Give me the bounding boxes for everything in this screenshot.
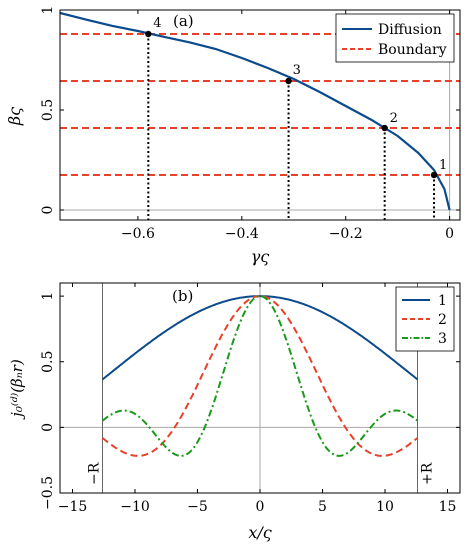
b-x-axis-label: x/ς — [248, 523, 271, 542]
b-series-line-2 — [101, 295, 419, 457]
a-point-label-2: 2 — [390, 111, 398, 126]
b-x-tick-label: 15 — [439, 499, 457, 515]
a-legend: Diffusion Boundary — [335, 13, 455, 63]
b-y-tick-label: 1 — [40, 292, 56, 301]
b-series-line-1 — [101, 295, 419, 381]
b-axis-ticks: −15 −10 −5 0 5 10 15 −0.5 0 0.5 1 — [40, 283, 460, 515]
a-x-tick-label: 0 — [445, 226, 454, 242]
a-intersection-points: 1 2 3 4 — [145, 16, 447, 179]
a-legend-diffusion-label: Diffusion — [378, 22, 442, 38]
b-panel-label: (b) — [172, 287, 193, 305]
a-axis-ticks: −0.6 −0.4 −0.2 0 0 0.5 1 — [40, 6, 460, 242]
b-x-tick-label: 0 — [256, 499, 265, 515]
b-y-axis-label: j₀⁽ᵈ⁾(βₙr) — [8, 359, 26, 420]
a-point-4 — [145, 30, 152, 38]
a-panel-label: (a) — [173, 12, 194, 30]
panel-a-chart: 1 2 3 4 −0.6 −0.4 −0.2 0 0 0.5 1 (a) Diffusion Bo… — [5, 6, 461, 266]
a-legend-box — [335, 13, 455, 63]
b-x-tick-label: −5 — [187, 499, 208, 515]
b-x-tick-label: 10 — [376, 499, 394, 515]
a-point-2 — [381, 124, 388, 132]
panel-b-chart: −15 −10 −5 0 5 10 15−0.500.51 (b) −R +R 1 2 3 … — [8, 282, 461, 542]
b-y-tick-label: 0.5 — [40, 351, 56, 373]
a-point-1 — [430, 171, 438, 179]
b-x-tick-label: −15 — [58, 499, 88, 515]
b-x-tick-label: −10 — [120, 499, 150, 515]
a-series-lines — [60, 11, 451, 211]
a-x-tick-label: −0.4 — [225, 226, 259, 242]
b-series-line-3 — [101, 295, 419, 457]
b-y-tick-label: 0 — [40, 423, 56, 432]
a-y-axis-label: βς — [5, 107, 24, 126]
b-zero-reference-lines — [60, 283, 460, 493]
b-minus-r-label: −R — [87, 462, 103, 485]
a-y-tick-label: 0.5 — [40, 99, 56, 121]
a-point-label-1: 1 — [439, 158, 447, 173]
a-x-tick-label: −0.6 — [121, 226, 155, 242]
b-x-tick-label: 5 — [318, 499, 327, 515]
a-point-label-3: 3 — [293, 63, 301, 78]
a-y-tick-label: 0 — [40, 206, 56, 215]
b-legend: 1 2 3 — [395, 286, 455, 352]
b-plus-r-label: +R — [420, 462, 436, 485]
a-point-label-4: 4 — [153, 16, 161, 31]
a-x-axis-label: γς — [251, 247, 270, 266]
b-series-lines — [101, 295, 419, 457]
b-legend-mode2-label: 2 — [438, 312, 447, 328]
a-x-tick-label: −0.2 — [329, 226, 363, 242]
a-y-tick-label: 1 — [40, 6, 56, 15]
a-series-line-diffusion — [60, 11, 451, 211]
b-legend-mode3-label: 3 — [438, 331, 447, 347]
b-y-tick-label: −0.5 — [40, 476, 56, 510]
a-plot-frame — [59, 9, 461, 221]
a-legend-boundary-label: Boundary — [378, 42, 447, 58]
a-point-3 — [285, 77, 292, 85]
b-legend-mode1-label: 1 — [438, 293, 447, 309]
a-dotted-drop-lines — [147, 34, 436, 220]
